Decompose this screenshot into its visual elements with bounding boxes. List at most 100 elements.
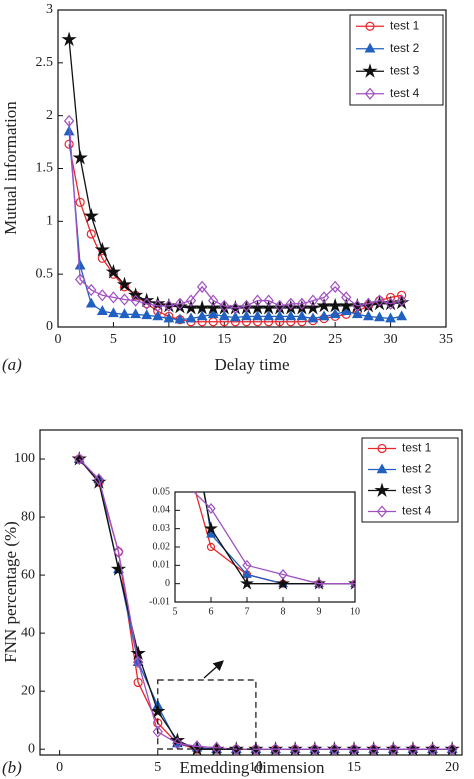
marker: [374, 482, 390, 498]
y-axis-label: FNN percentage (%): [1, 521, 20, 663]
marker: [74, 273, 86, 286]
x-tick-label: 5: [154, 760, 161, 775]
marker: [294, 299, 310, 315]
marker: [163, 299, 175, 312]
marker: [230, 301, 241, 315]
marker: [152, 310, 164, 321]
marker: [63, 125, 75, 136]
marker: [285, 310, 297, 321]
y-tick-label: 0.03: [153, 523, 171, 534]
x-tick-label: 6: [209, 606, 214, 617]
y-tick-label: 1.5: [36, 161, 54, 176]
x-tick-label: 7: [245, 606, 250, 617]
marker: [250, 743, 262, 756]
x-tick-label: 15: [347, 760, 361, 775]
marker: [274, 299, 285, 312]
marker: [204, 521, 218, 535]
x-tick-label: 10: [350, 606, 360, 617]
marker: [110, 561, 127, 576]
panel-label: (a): [2, 355, 22, 374]
x-tick-label: 5: [173, 606, 178, 617]
series-group: [193, 492, 355, 590]
marker: [377, 443, 387, 454]
panel-label: (b): [2, 758, 22, 777]
marker: [85, 297, 97, 308]
marker: [185, 294, 197, 307]
marker: [208, 294, 219, 307]
marker: [206, 542, 216, 552]
marker: [133, 677, 143, 688]
x-tick-label: 10: [162, 332, 176, 347]
marker: [63, 114, 75, 128]
marker: [376, 463, 388, 474]
series-line: [193, 492, 355, 585]
marker: [108, 291, 119, 304]
y-tick-label: 2.5: [36, 55, 54, 70]
marker: [407, 743, 419, 756]
series-group: [61, 31, 410, 327]
marker: [96, 305, 108, 315]
x-tick-label: 35: [439, 332, 453, 347]
marker: [130, 294, 141, 307]
y-tick-label: 0.04: [153, 505, 171, 516]
legend-box: [349, 14, 444, 106]
marker: [327, 297, 343, 313]
x-tick-label: 5: [110, 332, 117, 347]
marker: [329, 280, 341, 293]
marker: [396, 310, 408, 321]
marker: [296, 297, 308, 310]
marker: [229, 311, 241, 322]
marker: [242, 559, 252, 571]
marker: [314, 578, 324, 590]
marker: [351, 308, 363, 319]
marker: [74, 452, 85, 466]
x-tick-label: 0: [55, 332, 62, 347]
marker: [309, 743, 320, 756]
marker: [385, 297, 396, 310]
marker: [97, 289, 108, 302]
y-tick-label: 20: [21, 683, 35, 698]
marker: [119, 308, 130, 319]
y-tick-label: 0.05: [153, 486, 171, 497]
marker: [270, 743, 281, 756]
marker: [105, 264, 122, 279]
marker: [276, 576, 290, 590]
marker: [305, 299, 321, 315]
marker: [363, 297, 374, 310]
marker: [74, 259, 86, 270]
marker: [108, 307, 119, 318]
marker: [307, 294, 319, 307]
marker: [116, 276, 133, 292]
marker: [263, 294, 274, 307]
marker: [94, 241, 110, 257]
marker: [152, 299, 163, 312]
legend-label: test 4: [390, 86, 420, 100]
marker: [139, 292, 155, 308]
marker: [241, 310, 252, 321]
marker: [329, 743, 340, 756]
marker: [93, 473, 105, 486]
marker: [447, 743, 458, 756]
marker: [374, 294, 385, 307]
marker: [362, 310, 374, 321]
x-tick-label: 9: [317, 606, 322, 617]
marker: [388, 743, 399, 756]
marker: [364, 87, 376, 100]
zoom-arrow: [203, 660, 224, 679]
marker: [86, 283, 97, 297]
marker: [71, 450, 87, 466]
y-tick-label: 80: [21, 509, 35, 524]
marker: [205, 299, 221, 315]
marker: [113, 545, 124, 559]
marker: [283, 299, 299, 315]
y-axis-label: Mutual information: [1, 101, 20, 235]
marker: [341, 291, 352, 304]
marker: [194, 299, 210, 315]
marker: [396, 294, 407, 307]
marker: [141, 297, 152, 310]
y-tick-label: 0: [165, 578, 170, 589]
marker: [338, 297, 354, 313]
marker: [316, 297, 332, 313]
marker: [374, 311, 385, 322]
